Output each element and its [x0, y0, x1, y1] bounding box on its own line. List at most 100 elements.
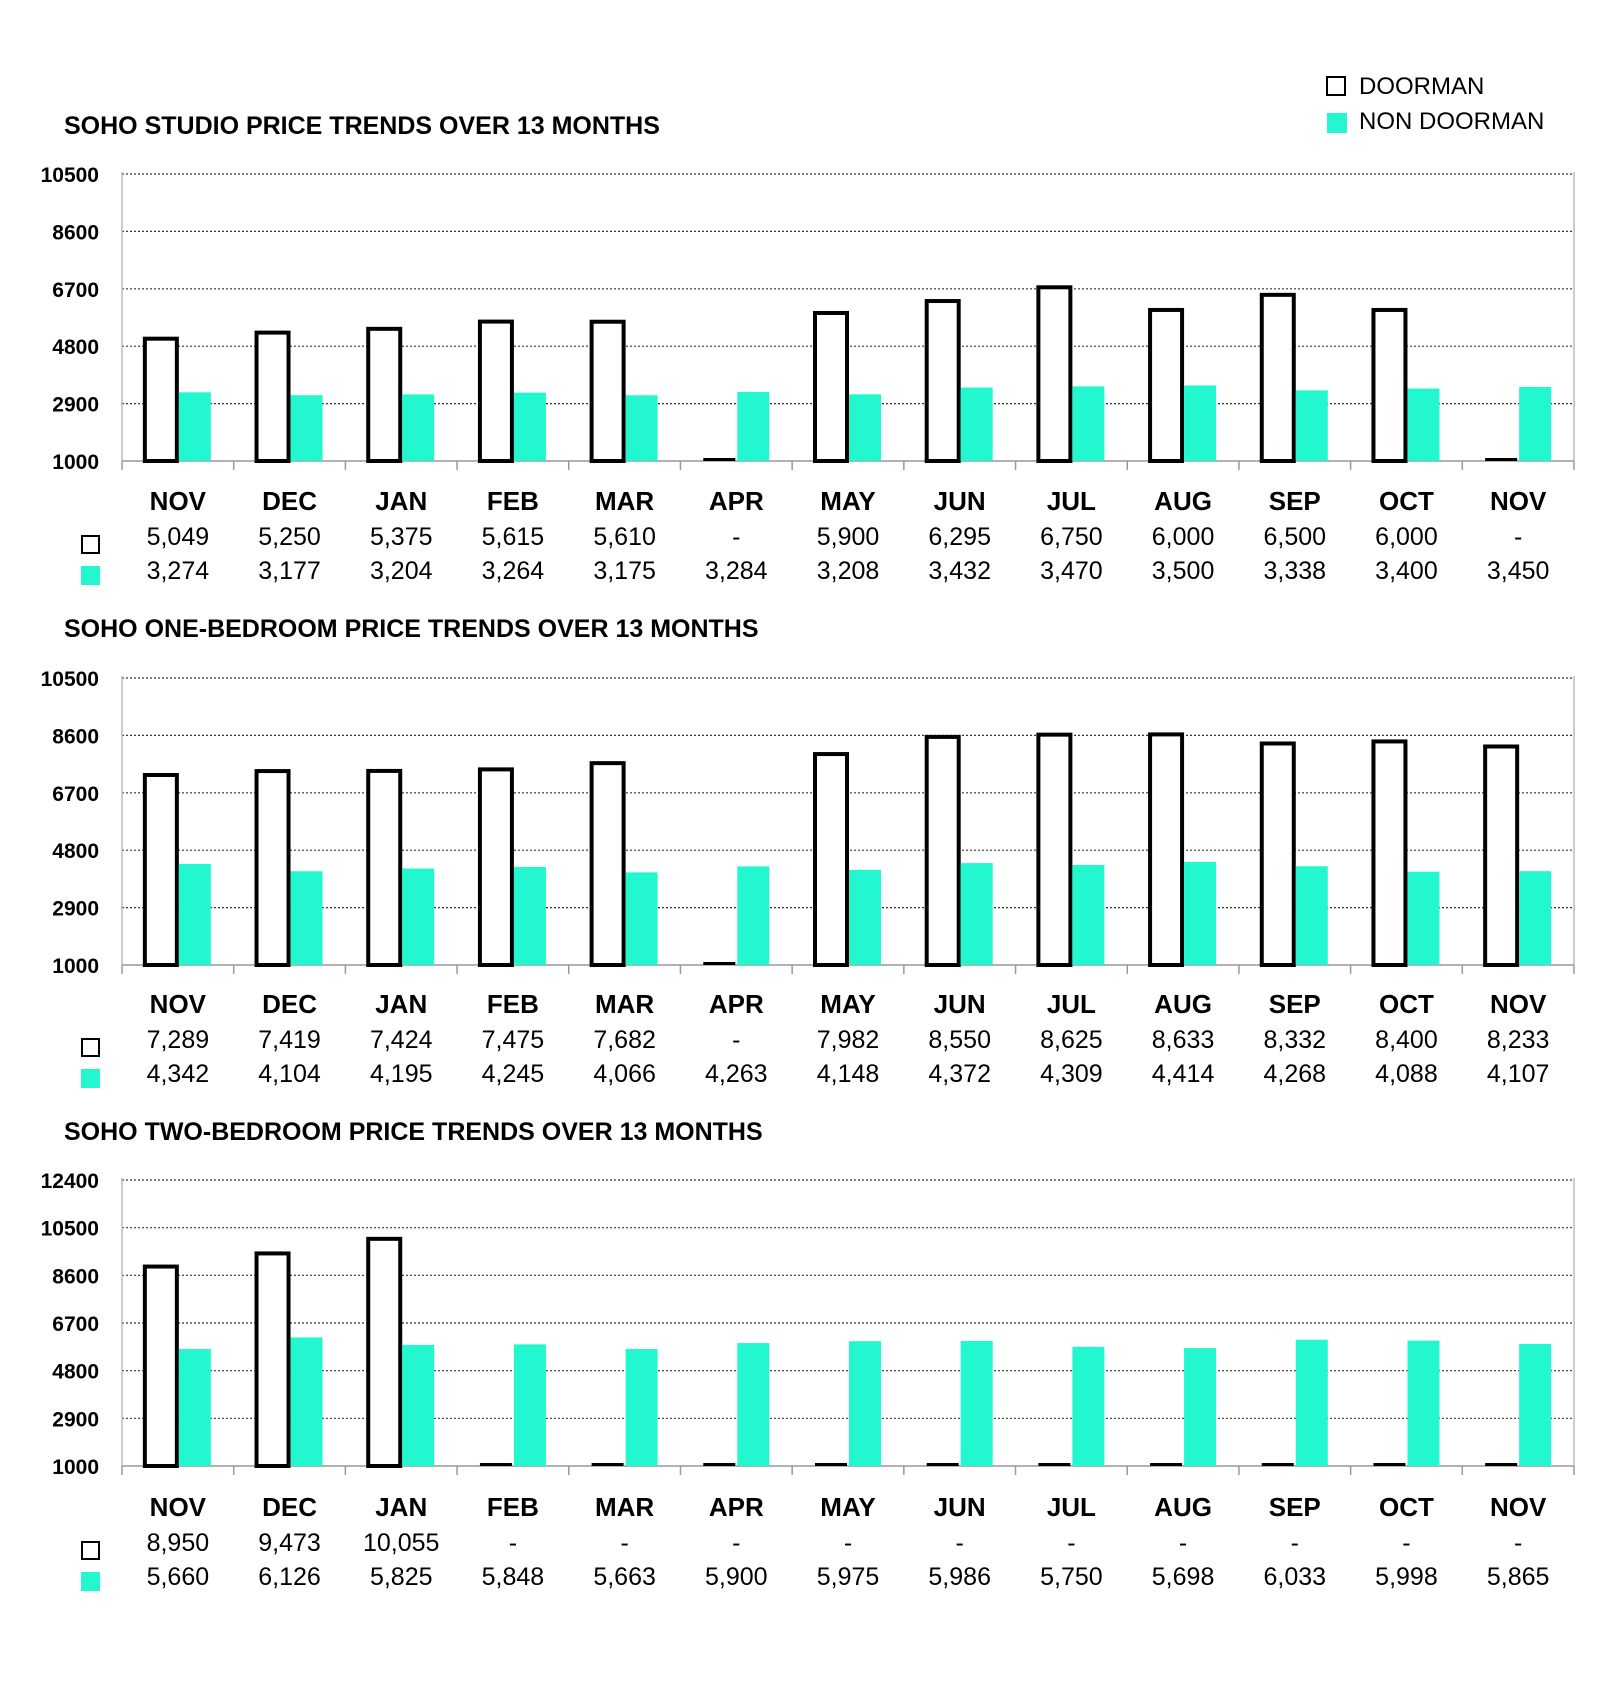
chart-title: SOHO STUDIO PRICE TRENDS OVER 13 MONTHS	[64, 112, 660, 140]
non-doorman-value-label: 3,284	[705, 557, 768, 585]
x-category-label: MAY	[820, 1492, 875, 1522]
bar-non-doorman	[737, 391, 770, 461]
legend-doorman-label: DOORMAN	[1359, 73, 1484, 100]
x-category-label: MAY	[820, 989, 875, 1019]
x-category-label: APR	[709, 989, 764, 1019]
legend-non-doorman-label: NON DOORMAN	[1359, 108, 1544, 135]
doorman-value-label: 7,419	[258, 1026, 321, 1054]
doorman-value-label: 10,055	[363, 1529, 439, 1557]
y-tick-label: 10500	[41, 1218, 99, 1241]
two-bedroom-chart: SOHO TWO-BEDROOM PRICE TRENDS OVER 13 MO…	[41, 1118, 1575, 1591]
bar-non-doorman	[1407, 871, 1440, 965]
x-category-label: JUN	[934, 1492, 986, 1522]
x-category-label: JUL	[1047, 486, 1096, 516]
bar-non-doorman	[1184, 1348, 1217, 1466]
x-category-label: APR	[709, 486, 764, 516]
bar-non-doorman	[1519, 1343, 1552, 1466]
doorman-value-label: -	[1514, 523, 1522, 551]
bar-doorman	[1259, 292, 1296, 463]
doorman-value-label: 6,295	[928, 523, 991, 551]
y-tick-label: 4800	[52, 336, 99, 359]
doorman-value-label: 7,682	[593, 1026, 656, 1054]
non-doorman-value-label: 5,900	[705, 1563, 768, 1591]
x-category-label: JUN	[934, 486, 986, 516]
x-category-label: OCT	[1379, 1492, 1434, 1522]
legend: DOORMAN NON DOORMAN	[1326, 73, 1544, 135]
bar-doorman	[366, 768, 403, 967]
bar-non-doorman	[960, 1340, 993, 1466]
doorman-value-label: 8,332	[1263, 1026, 1326, 1054]
bar-non-doorman	[1519, 871, 1552, 965]
y-tick-label: 4800	[52, 840, 99, 863]
doorman-value-label: 5,375	[370, 523, 433, 551]
x-category-label: MAR	[595, 1492, 654, 1522]
x-category-label: NOV	[150, 486, 207, 516]
doorman-value-label: 7,982	[817, 1026, 880, 1054]
x-category-label: DEC	[262, 486, 317, 516]
doorman-value-label: -	[732, 523, 740, 551]
bar-non-doorman	[625, 1349, 658, 1466]
bar-doorman	[1259, 741, 1296, 967]
non-doorman-value-label: 3,450	[1487, 557, 1550, 585]
bar-doorman	[1371, 307, 1408, 463]
x-category-label: SEP	[1269, 486, 1321, 516]
legend-non-doorman-swatch	[1327, 113, 1347, 133]
non-doorman-value-label: 4,088	[1375, 1060, 1438, 1088]
bar-non-doorman	[402, 868, 435, 965]
bar-doorman	[142, 1264, 179, 1468]
bar-non-doorman	[290, 395, 323, 461]
doorman-value-label: 9,473	[258, 1529, 321, 1557]
x-category-label: MAR	[595, 989, 654, 1019]
x-category-label: SEP	[1269, 989, 1321, 1019]
doorman-value-label: 7,289	[147, 1026, 210, 1054]
bar-non-doorman	[290, 871, 323, 965]
non-doorman-value-label: 4,268	[1263, 1060, 1326, 1088]
bar-doorman	[589, 761, 626, 967]
y-tick-label: 1000	[52, 451, 99, 474]
bar-non-doorman	[1519, 386, 1552, 461]
doorman-value-label: 8,233	[1487, 1026, 1550, 1054]
doorman-value-label: 5,049	[147, 523, 210, 551]
doorman-value-label: -	[732, 1529, 740, 1557]
non-doorman-value-label: 5,848	[482, 1563, 545, 1591]
bar-doorman	[589, 319, 626, 463]
bar-doorman	[366, 326, 403, 463]
x-category-label: FEB	[487, 1492, 539, 1522]
doorman-row-marker	[81, 1541, 100, 1560]
non-doorman-value-label: 5,986	[928, 1563, 991, 1591]
y-tick-label: 2900	[52, 394, 99, 417]
doorman-value-label: 6,000	[1152, 523, 1215, 551]
x-category-label: JAN	[375, 486, 427, 516]
bar-non-doorman	[1407, 388, 1440, 461]
bar-non-doorman	[849, 869, 881, 965]
bar-non-doorman	[1072, 386, 1105, 461]
bar-non-doorman	[849, 394, 881, 461]
y-tick-label: 12400	[41, 1170, 99, 1193]
non-doorman-value-label: 4,195	[370, 1060, 433, 1088]
x-category-label: JAN	[375, 989, 427, 1019]
x-category-label: MAR	[595, 486, 654, 516]
x-category-label: NOV	[1490, 486, 1547, 516]
bar-non-doorman	[1184, 385, 1217, 461]
non-doorman-value-label: 3,177	[258, 557, 321, 585]
y-tick-label: 1000	[52, 955, 99, 978]
bar-non-doorman	[1295, 866, 1328, 965]
x-category-label: DEC	[262, 1492, 317, 1522]
one-bedroom-chart: SOHO ONE-BEDROOM PRICE TRENDS OVER 13 MO…	[41, 615, 1575, 1088]
x-category-label: OCT	[1379, 486, 1434, 516]
bar-doorman	[142, 773, 179, 967]
bar-non-doorman	[1407, 1340, 1440, 1466]
doorman-value-label: 8,550	[928, 1026, 991, 1054]
x-category-label: FEB	[487, 486, 539, 516]
non-doorman-value-label: 5,750	[1040, 1563, 1103, 1591]
bar-non-doorman	[178, 392, 211, 461]
bar-non-doorman	[402, 1344, 435, 1466]
non-doorman-value-label: 5,660	[147, 1563, 210, 1591]
doorman-value-label: 5,610	[593, 523, 656, 551]
chart-title: SOHO TWO-BEDROOM PRICE TRENDS OVER 13 MO…	[64, 1118, 763, 1146]
bar-non-doorman	[402, 394, 435, 461]
x-category-label: AUG	[1154, 989, 1212, 1019]
non-doorman-row-marker	[81, 1572, 100, 1591]
non-doorman-value-label: 5,865	[1487, 1563, 1550, 1591]
doorman-value-label: 6,750	[1040, 523, 1103, 551]
